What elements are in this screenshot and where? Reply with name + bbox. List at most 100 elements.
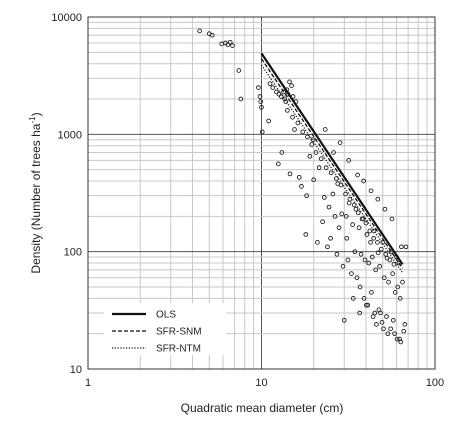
y-tick-labels: 10 100 1000 10000	[51, 12, 82, 376]
data-point	[368, 240, 373, 245]
data-point	[402, 322, 408, 327]
y-axis-title-main: Density (Number of trees ha	[29, 123, 43, 273]
data-point	[313, 150, 319, 155]
legend-box	[104, 303, 226, 355]
x-axis-title: Quadratic mean diameter (cm)	[181, 401, 344, 415]
data-point	[197, 28, 202, 34]
data-point	[365, 302, 371, 308]
x-tick-label: 1	[85, 377, 91, 389]
legend-label-ols: OLS	[156, 310, 176, 321]
data-point	[299, 184, 304, 189]
data-point	[371, 228, 377, 234]
data-point	[305, 134, 310, 140]
data-point	[350, 296, 356, 301]
plot-area-frame	[87, 16, 436, 370]
data-point	[398, 339, 404, 345]
data-point	[383, 251, 389, 257]
legend-label-sfr-snm: SFR-SNM	[156, 327, 202, 338]
y-tick-label: 10000	[51, 12, 82, 24]
data-point	[394, 336, 400, 342]
data-point	[274, 89, 279, 95]
data-point	[364, 232, 370, 237]
y-axis-title: Density (Number of trees ha-1)	[28, 112, 43, 273]
data-point	[401, 328, 407, 334]
data-point	[336, 225, 342, 231]
data-point	[388, 326, 393, 332]
data-point	[340, 263, 346, 269]
data-point	[343, 213, 349, 219]
data-point	[403, 244, 409, 250]
data-point	[266, 118, 272, 124]
data-point	[278, 94, 284, 99]
data-point	[349, 271, 354, 276]
data-point	[361, 178, 367, 184]
data-point	[279, 150, 285, 155]
data-point	[344, 235, 350, 241]
data-point	[337, 140, 343, 145]
data-point	[352, 249, 358, 255]
data-point	[391, 261, 397, 267]
data-point	[335, 181, 341, 186]
data-point	[238, 96, 244, 102]
data-point	[292, 127, 297, 132]
data-point	[282, 96, 288, 102]
data-point	[236, 68, 242, 73]
data-point	[331, 150, 336, 155]
data-point	[354, 275, 360, 281]
data-point	[356, 225, 362, 231]
data-point	[358, 251, 364, 257]
data-point	[321, 195, 327, 200]
legend-label-sfr-ntm: SFR-NTM	[156, 344, 201, 355]
data-point	[290, 114, 295, 120]
data-point	[384, 314, 389, 319]
data-point	[357, 310, 363, 316]
data-point	[325, 244, 330, 250]
data-point	[345, 257, 351, 263]
data-point	[363, 302, 369, 308]
data-point	[382, 206, 388, 212]
data-point	[276, 91, 282, 97]
data-point	[303, 232, 309, 237]
data-point	[334, 251, 340, 257]
data-point	[259, 129, 265, 135]
y-tick-label: 100	[64, 247, 82, 259]
data-point	[370, 314, 376, 319]
data-point	[330, 191, 336, 197]
x-tick-labels: 1 10 100	[85, 377, 444, 389]
data-point	[373, 267, 379, 273]
data-point	[395, 284, 401, 290]
data-point	[332, 213, 338, 219]
data-point	[256, 85, 261, 90]
data-point	[285, 108, 290, 113]
data-point	[360, 216, 366, 222]
data-point	[339, 211, 345, 217]
data-point	[384, 255, 390, 261]
fit-line-sfr-snm	[260, 58, 404, 269]
data-point	[381, 326, 386, 332]
data-point	[397, 296, 403, 301]
data-point	[309, 142, 315, 147]
data-point	[363, 220, 369, 226]
data-point	[287, 79, 292, 85]
data-point	[375, 250, 381, 256]
data-point	[369, 290, 374, 295]
data-point	[350, 222, 355, 227]
data-point	[307, 153, 313, 159]
data-point	[351, 202, 357, 208]
data-point	[366, 260, 372, 266]
x-tick-label: 100	[426, 377, 444, 389]
y-tick-label: 1000	[58, 129, 82, 141]
data-point	[275, 161, 281, 167]
data-point	[281, 89, 286, 95]
data-point	[304, 193, 309, 199]
data-points	[197, 28, 409, 345]
data-point	[328, 170, 334, 176]
data-point	[378, 246, 384, 252]
data-point	[389, 216, 395, 222]
data-point	[392, 331, 397, 337]
data-point	[374, 322, 379, 327]
data-point	[371, 235, 377, 241]
data-point	[375, 196, 381, 202]
data-point	[369, 254, 375, 260]
data-point	[322, 127, 328, 132]
